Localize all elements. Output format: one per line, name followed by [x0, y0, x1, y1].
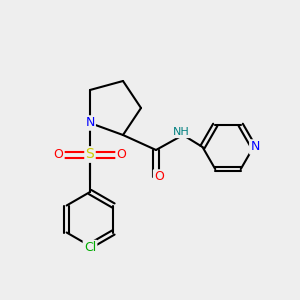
Text: N: N — [85, 116, 95, 130]
Text: Cl: Cl — [84, 241, 96, 254]
Text: S: S — [85, 148, 94, 161]
Text: O: O — [54, 148, 63, 161]
Text: O: O — [154, 170, 164, 184]
Text: NH: NH — [173, 127, 190, 137]
Text: O: O — [117, 148, 126, 161]
Text: N: N — [250, 140, 260, 154]
